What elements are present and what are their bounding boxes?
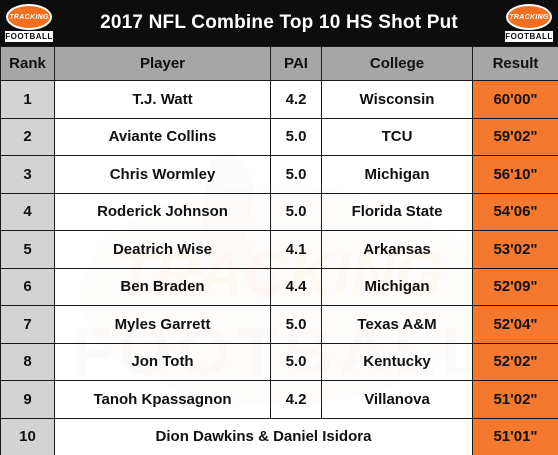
results-table: Rank Player PAI College Result 1 T.J. Wa… xyxy=(0,46,558,455)
table-row: 4 Roderick Johnson 5.0 Florida State 54'… xyxy=(0,192,558,231)
result-cell: 52'02" xyxy=(472,342,558,381)
rank-cell: 8 xyxy=(0,342,55,381)
rank-cell: 5 xyxy=(0,230,55,269)
rank-cell: 3 xyxy=(0,155,55,194)
pai-cell: 4.2 xyxy=(270,380,322,419)
page-title: 2017 NFL Combine Top 10 HS Shot Put xyxy=(100,12,458,33)
pai-cell: 5.0 xyxy=(270,305,322,344)
pai-cell: 4.1 xyxy=(270,230,322,269)
table-row: 10 Dion Dawkins & Daniel Isidora 51'01" xyxy=(0,417,558,455)
pai-cell: 5.0 xyxy=(270,192,322,231)
player-cell: Myles Garrett xyxy=(54,305,271,344)
player-cell: Tanoh Kpassagnon xyxy=(54,380,271,419)
logo-left: TRACKING FOOTBALL xyxy=(4,3,54,43)
player-cell: Aviante Collins xyxy=(54,117,271,156)
result-cell: 51'01" xyxy=(472,417,558,455)
column-header-pai: PAI xyxy=(270,46,322,81)
result-cell: 54'06" xyxy=(472,192,558,231)
player-cell: Roderick Johnson xyxy=(54,192,271,231)
table-row: 6 Ben Braden 4.4 Michigan 52'09" xyxy=(0,267,558,306)
college-cell: Michigan xyxy=(321,267,473,306)
college-cell: Wisconsin xyxy=(321,80,473,119)
rank-cell: 10 xyxy=(0,417,55,455)
result-cell: 51'02" xyxy=(472,380,558,419)
rank-cell: 1 xyxy=(0,80,55,119)
rank-cell: 6 xyxy=(0,267,55,306)
football-icon: TRACKING xyxy=(6,4,52,30)
pai-cell: 4.2 xyxy=(270,80,322,119)
result-cell: 60'00" xyxy=(472,80,558,119)
college-cell: Texas A&M xyxy=(321,305,473,344)
player-cell: Jon Toth xyxy=(54,342,271,381)
result-cell: 56'10" xyxy=(472,155,558,194)
table-row: 9 Tanoh Kpassagnon 4.2 Villanova 51'02" xyxy=(0,380,558,419)
column-header-result: Result xyxy=(472,46,558,81)
rank-cell: 9 xyxy=(0,380,55,419)
table-row: 3 Chris Wormley 5.0 Michigan 56'10" xyxy=(0,155,558,194)
football-icon: TRACKING xyxy=(506,4,552,30)
result-cell: 52'09" xyxy=(472,267,558,306)
table-row: 1 T.J. Watt 4.2 Wisconsin 60'00" xyxy=(0,80,558,119)
table-row: 5 Deatrich Wise 4.1 Arkansas 53'02" xyxy=(0,230,558,269)
pai-cell: 5.0 xyxy=(270,117,322,156)
player-cell: Chris Wormley xyxy=(54,155,271,194)
rank-cell: 4 xyxy=(0,192,55,231)
column-header-rank: Rank xyxy=(0,46,55,81)
table-row: 2 Aviante Collins 5.0 TCU 59'02" xyxy=(0,117,558,156)
player-cell: Ben Braden xyxy=(54,267,271,306)
logo-text-top: TRACKING xyxy=(9,13,49,21)
player-cell-merged: Dion Dawkins & Daniel Isidora xyxy=(54,417,473,455)
college-cell: Michigan xyxy=(321,155,473,194)
college-cell: Florida State xyxy=(321,192,473,231)
column-header-college: College xyxy=(321,46,473,81)
table-row: 8 Jon Toth 5.0 Kentucky 52'02" xyxy=(0,342,558,381)
college-cell: TCU xyxy=(321,117,473,156)
pai-cell: 5.0 xyxy=(270,155,322,194)
pai-cell: 5.0 xyxy=(270,342,322,381)
logo-right: TRACKING FOOTBALL xyxy=(504,3,554,43)
table-header-row: Rank Player PAI College Result xyxy=(0,46,558,81)
rank-cell: 7 xyxy=(0,305,55,344)
logo-text-bottom: FOOTBALL xyxy=(5,32,53,41)
title-bar: TRACKING FOOTBALL 2017 NFL Combine Top 1… xyxy=(0,0,558,46)
logo-text-bottom: FOOTBALL xyxy=(505,32,553,41)
player-cell: Deatrich Wise xyxy=(54,230,271,269)
column-header-player: Player xyxy=(54,46,271,81)
college-cell: Arkansas xyxy=(321,230,473,269)
logo-text-top: TRACKING xyxy=(509,13,549,21)
rank-cell: 2 xyxy=(0,117,55,156)
college-cell: Villanova xyxy=(321,380,473,419)
player-cell: T.J. Watt xyxy=(54,80,271,119)
result-cell: 53'02" xyxy=(472,230,558,269)
result-cell: 52'04" xyxy=(472,305,558,344)
pai-cell: 4.4 xyxy=(270,267,322,306)
table-row: 7 Myles Garrett 5.0 Texas A&M 52'04" xyxy=(0,305,558,344)
result-cell: 59'02" xyxy=(472,117,558,156)
college-cell: Kentucky xyxy=(321,342,473,381)
